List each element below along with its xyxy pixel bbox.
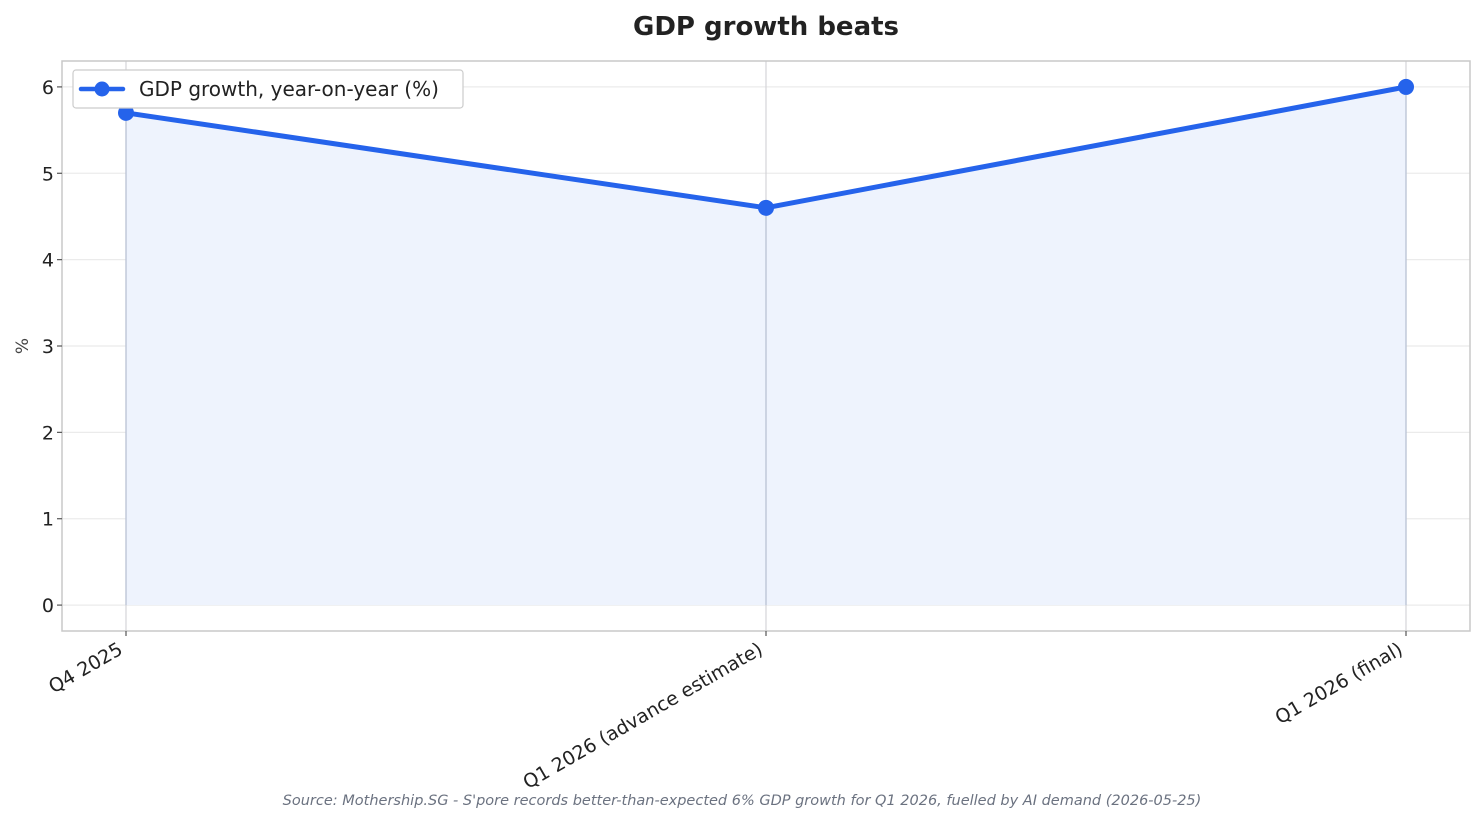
series-points-layer [118,78,1414,216]
xtick-label-1: Q1 2026 (advance estimate) [519,638,766,793]
legend-entry-gdp-growth: GDP growth, year-on-year (%) [139,77,439,101]
xtick-label-0: Q4 2025 [45,638,127,698]
source-note: Source: Mothership.SG - S'pore records b… [283,793,1202,809]
data-point-0 [118,104,134,121]
xtick-label-2: Q1 2026 (final) [1271,638,1406,729]
chart-legend: GDP growth, year-on-year (%) [72,69,464,109]
data-point-1 [758,199,774,216]
data-point-2 [1398,78,1414,95]
legend-box [72,69,464,109]
ytick-label-2: 2 [42,422,54,444]
ytick-label-0: 0 [42,595,54,617]
y-axis-label: % [13,338,33,354]
ytick-label-5: 5 [42,163,54,185]
ytick-label-6: 6 [42,77,54,99]
category-guide-lines [125,61,1407,631]
y-axis-ticks: 0 1 2 3 4 5 6 [42,77,62,617]
ytick-label-3: 3 [42,336,54,358]
ytick-label-4: 4 [42,250,54,272]
x-axis-ticks: Q4 2025 Q1 2026 (advance estimate) Q1 2026… [45,631,1407,794]
legend-marker-swatch [94,81,110,97]
ytick-label-1: 1 [42,509,54,531]
chart-title: GDP growth beats [633,12,899,42]
